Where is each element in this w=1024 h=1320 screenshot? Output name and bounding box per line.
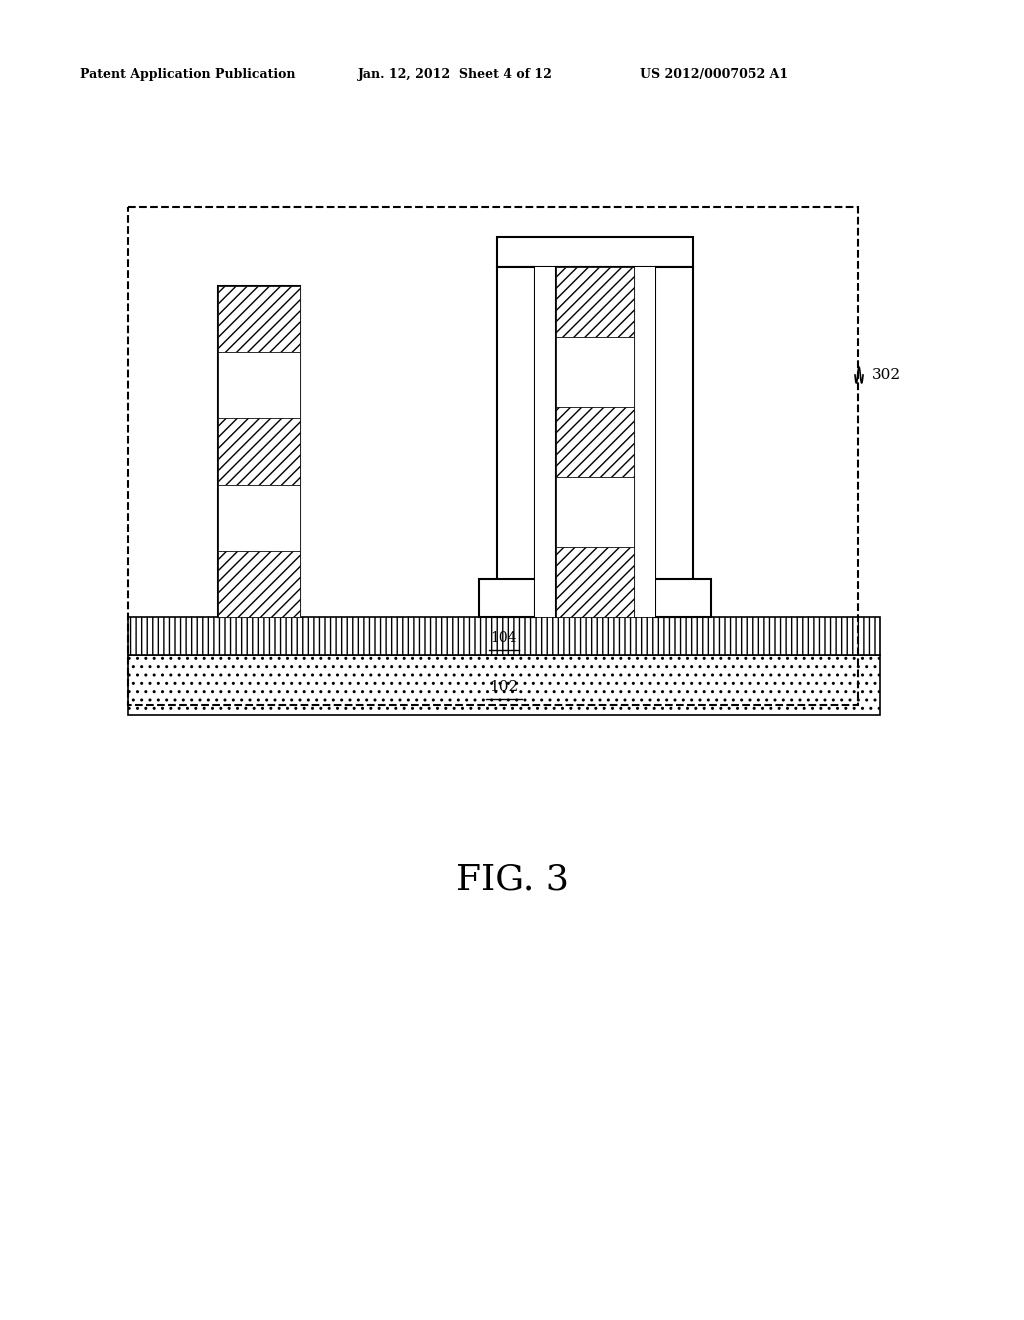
Bar bbox=[556, 267, 634, 337]
Bar bbox=[655, 267, 693, 616]
Text: Patent Application Publication: Patent Application Publication bbox=[80, 69, 296, 81]
Text: US 2012/0007052 A1: US 2012/0007052 A1 bbox=[640, 69, 788, 81]
Bar bbox=[556, 337, 634, 407]
Bar bbox=[556, 546, 634, 616]
Bar bbox=[218, 286, 300, 352]
Bar bbox=[556, 407, 634, 477]
Bar bbox=[479, 579, 535, 616]
Bar bbox=[655, 579, 711, 616]
Bar bbox=[218, 550, 300, 616]
Text: 104: 104 bbox=[490, 631, 517, 645]
Bar bbox=[128, 655, 880, 715]
Bar bbox=[556, 477, 634, 546]
Bar bbox=[218, 352, 300, 418]
Bar bbox=[128, 207, 858, 705]
Bar bbox=[218, 418, 300, 484]
Bar bbox=[218, 484, 300, 550]
Bar bbox=[497, 238, 693, 267]
Bar bbox=[556, 267, 634, 616]
Text: FIG. 3: FIG. 3 bbox=[456, 863, 568, 898]
Text: 102: 102 bbox=[489, 680, 518, 694]
Text: Jan. 12, 2012  Sheet 4 of 12: Jan. 12, 2012 Sheet 4 of 12 bbox=[358, 69, 553, 81]
Bar bbox=[497, 267, 535, 616]
Bar bbox=[535, 267, 655, 616]
Bar bbox=[128, 616, 880, 655]
Bar bbox=[218, 286, 300, 616]
Text: 302: 302 bbox=[872, 368, 901, 381]
